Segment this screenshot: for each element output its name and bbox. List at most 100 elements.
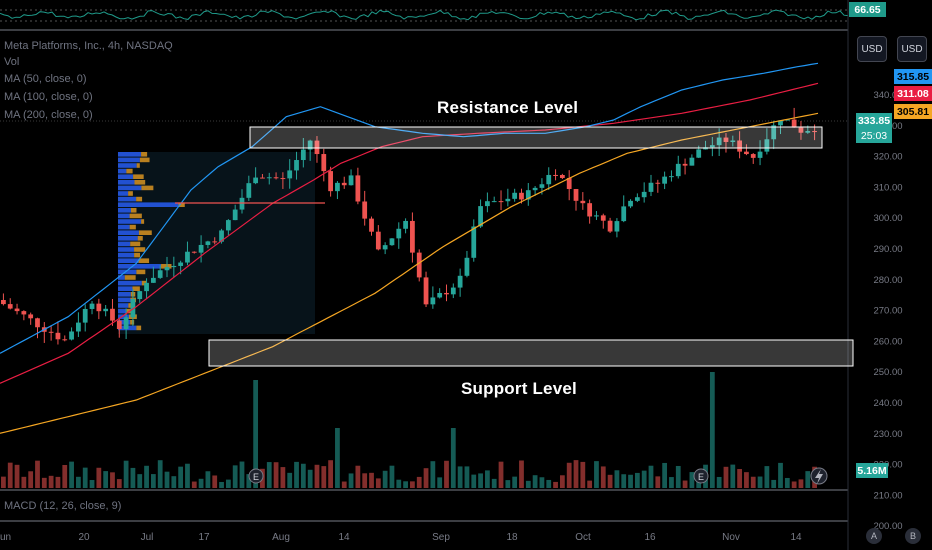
candle[interactable] — [321, 148, 327, 182]
candle[interactable] — [750, 152, 756, 164]
candle[interactable] — [437, 288, 443, 299]
candle[interactable] — [444, 284, 449, 302]
candle[interactable] — [294, 151, 299, 180]
auto-scale-button[interactable]: A — [866, 528, 882, 544]
candle[interactable] — [369, 216, 374, 236]
candle[interactable] — [634, 193, 640, 203]
candle[interactable] — [457, 268, 463, 297]
ma100-legend[interactable]: MA (100, close, 0) — [4, 91, 93, 103]
candle[interactable] — [89, 301, 95, 315]
candle[interactable] — [7, 298, 13, 310]
resistance-label[interactable]: Resistance Level — [437, 98, 579, 117]
candle[interactable] — [512, 188, 518, 202]
volume-profile[interactable] — [118, 152, 315, 334]
candle[interactable] — [144, 278, 149, 300]
candle[interactable] — [744, 144, 749, 156]
candle[interactable] — [62, 335, 68, 342]
ma-100-line[interactable] — [0, 82, 819, 384]
candle[interactable] — [662, 171, 668, 190]
candle[interactable] — [260, 174, 265, 179]
candle[interactable] — [566, 170, 572, 201]
candle[interactable] — [110, 298, 115, 326]
candle[interactable] — [35, 317, 40, 339]
candle[interactable] — [1, 293, 6, 306]
candle[interactable] — [410, 212, 415, 263]
resistance-zone[interactable] — [249, 126, 823, 149]
candle[interactable] — [485, 192, 490, 213]
candle[interactable] — [191, 251, 197, 254]
candle[interactable] — [648, 174, 654, 197]
candle[interactable] — [287, 159, 293, 189]
candle[interactable] — [471, 219, 477, 262]
support-zone[interactable] — [208, 339, 854, 367]
candle[interactable] — [628, 199, 633, 209]
ma50-legend[interactable]: MA (50, close, 0) — [4, 73, 87, 85]
candle[interactable] — [335, 181, 340, 200]
candle[interactable] — [641, 182, 647, 203]
candle[interactable] — [212, 237, 218, 245]
candle[interactable] — [198, 235, 204, 263]
volume-legend[interactable]: Vol — [4, 56, 20, 68]
candle[interactable] — [14, 303, 20, 315]
candle[interactable] — [355, 167, 361, 205]
candle[interactable] — [130, 289, 136, 327]
candle[interactable] — [771, 120, 777, 150]
earnings-marker-2[interactable]: E — [693, 468, 709, 484]
time-axis[interactable]: Jun 20 Jul 17 Aug 14 Sep 18 Oct 16 Nov 14 — [0, 532, 802, 543]
ma200-legend[interactable]: MA (200, close, 0) — [4, 109, 93, 121]
candle[interactable] — [76, 312, 81, 337]
candle[interactable] — [669, 170, 674, 182]
candle[interactable] — [48, 325, 54, 341]
candle[interactable] — [587, 199, 593, 224]
ma-200-line[interactable] — [0, 112, 819, 434]
candle[interactable] — [300, 137, 306, 168]
candle[interactable] — [307, 139, 313, 161]
candle[interactable] — [682, 158, 688, 175]
candle[interactable] — [232, 204, 238, 221]
candle[interactable] — [478, 199, 483, 228]
candle[interactable] — [341, 176, 347, 189]
candle[interactable] — [546, 167, 552, 190]
candle[interactable] — [423, 271, 429, 308]
candle[interactable] — [730, 135, 736, 147]
candle[interactable] — [69, 327, 74, 341]
candle[interactable] — [28, 312, 34, 325]
candle[interactable] — [328, 166, 333, 197]
candle[interactable] — [798, 121, 804, 140]
candle[interactable] — [464, 250, 470, 278]
log-scale-button[interactable]: B — [905, 528, 921, 544]
candle[interactable] — [614, 218, 620, 238]
candle[interactable] — [246, 175, 252, 201]
candle[interactable] — [150, 266, 156, 283]
candle[interactable] — [266, 172, 272, 185]
support-label[interactable]: Support Level — [461, 379, 577, 398]
candle[interactable] — [396, 222, 402, 249]
candle[interactable] — [157, 265, 163, 279]
candle[interactable] — [21, 310, 27, 321]
candle[interactable] — [594, 211, 599, 220]
candle[interactable] — [116, 317, 122, 338]
candle[interactable] — [82, 304, 88, 332]
candle[interactable] — [737, 131, 742, 159]
currency-button[interactable]: USD — [857, 36, 887, 62]
candle[interactable] — [41, 322, 47, 343]
candle[interactable] — [621, 195, 627, 223]
macd-legend[interactable]: MACD (12, 26, close, 9) — [4, 500, 122, 512]
candle[interactable] — [103, 304, 109, 317]
candle[interactable] — [532, 186, 538, 196]
candle[interactable] — [600, 213, 606, 229]
candle[interactable] — [171, 256, 177, 278]
flash-icon[interactable] — [810, 467, 828, 485]
candle[interactable] — [430, 286, 436, 309]
candle[interactable] — [505, 188, 511, 207]
candle[interactable] — [655, 179, 661, 193]
candle[interactable] — [389, 238, 395, 246]
candle[interactable] — [280, 172, 286, 189]
candle[interactable] — [709, 136, 715, 157]
candle[interactable] — [362, 190, 368, 226]
candle[interactable] — [764, 128, 770, 155]
candle[interactable] — [253, 167, 259, 185]
candle[interactable] — [416, 249, 422, 282]
candle[interactable] — [185, 241, 190, 266]
